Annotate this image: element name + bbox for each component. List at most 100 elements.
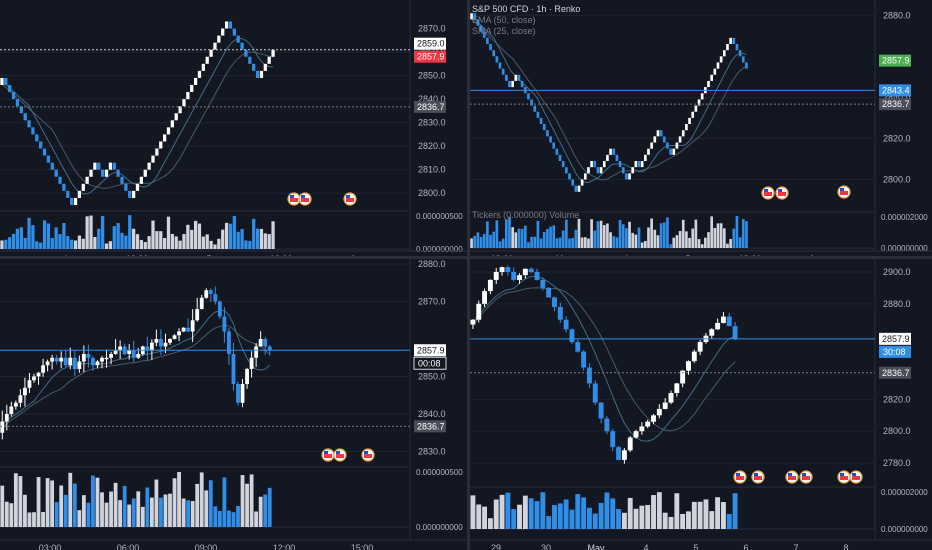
candle[interactable] — [68, 357, 73, 366]
candle[interactable] — [476, 303, 482, 320]
candle[interactable] — [249, 357, 254, 369]
candle[interactable] — [159, 339, 163, 347]
renko-brick[interactable] — [662, 136, 666, 143]
renko-brick[interactable] — [93, 162, 97, 170]
renko-brick[interactable] — [729, 37, 732, 44]
candle[interactable] — [546, 287, 552, 298]
renko-brick[interactable] — [224, 21, 229, 29]
renko-brick[interactable] — [147, 162, 151, 170]
renko-brick[interactable] — [97, 162, 101, 170]
renko-brick[interactable] — [232, 28, 236, 36]
renko-brick[interactable] — [697, 99, 701, 106]
renko-brick[interactable] — [159, 141, 163, 149]
renko-brick[interactable] — [713, 68, 717, 75]
candle[interactable] — [534, 271, 540, 280]
candle[interactable] — [136, 354, 141, 358]
candle[interactable] — [227, 331, 231, 355]
renko-brick[interactable] — [476, 19, 480, 26]
renko-brick[interactable] — [101, 169, 105, 177]
renko-brick[interactable] — [691, 111, 695, 118]
candle[interactable] — [645, 421, 651, 427]
renko-brick[interactable] — [498, 62, 502, 69]
candle[interactable] — [118, 346, 123, 351]
renko-brick[interactable] — [508, 80, 511, 88]
renko-brick[interactable] — [263, 63, 267, 71]
candle[interactable] — [656, 408, 662, 416]
chart-pane-top-right[interactable]: 2880.0 2840.0 2820.0 2800.0 0.000002000 0.000… — [470, 0, 932, 256]
candle[interactable] — [222, 316, 227, 332]
renko-brick[interactable] — [688, 117, 691, 125]
renko-brick[interactable] — [70, 197, 74, 205]
candle[interactable] — [267, 346, 272, 351]
sma-legend[interactable]: SMA (25, close) — [472, 26, 536, 36]
renko-brick[interactable] — [54, 169, 58, 177]
candle[interactable] — [732, 326, 738, 339]
renko-brick[interactable] — [568, 173, 571, 180]
candle[interactable] — [172, 335, 177, 339]
chart-pane-bottom-right[interactable]: 2900.0 2880.0 2820.0 2800.0 2780.0 0.00000200… — [470, 259, 932, 550]
renko-brick[interactable] — [11, 92, 16, 100]
candle[interactable] — [177, 331, 181, 336]
candlestick-chart[interactable]: 2900.0 2880.0 2820.0 2800.0 2780.0 0.00000200… — [470, 259, 932, 550]
candle[interactable] — [604, 418, 610, 432]
renko-brick[interactable] — [719, 56, 723, 63]
renko-brick[interactable] — [615, 154, 619, 161]
candle[interactable] — [50, 357, 55, 362]
candle[interactable] — [208, 290, 213, 294]
renko-brick[interactable] — [634, 161, 638, 168]
pane-divider-horizontal[interactable] — [0, 256, 932, 259]
renko-brick[interactable] — [716, 62, 720, 69]
renko-brick[interactable] — [27, 120, 31, 128]
renko-brick[interactable] — [501, 68, 505, 75]
renko-brick[interactable] — [694, 105, 698, 112]
candle[interactable] — [41, 365, 45, 373]
candle[interactable] — [199, 297, 204, 309]
candle[interactable] — [18, 395, 23, 403]
candle[interactable] — [163, 342, 168, 347]
symbol-legend[interactable]: S&P 500 CFD · 1h · Renko — [472, 4, 581, 14]
candle[interactable] — [691, 351, 697, 362]
renko-brick[interactable] — [517, 74, 521, 81]
renko-brick[interactable] — [555, 148, 559, 155]
renko-brick[interactable] — [197, 70, 202, 78]
renko-brick[interactable] — [89, 169, 93, 177]
renko-brick[interactable] — [558, 154, 562, 161]
renko-brick[interactable] — [520, 80, 524, 88]
renko-brick[interactable] — [580, 179, 584, 186]
renko-brick[interactable] — [659, 130, 663, 137]
renko-brick[interactable] — [267, 56, 271, 64]
renko-brick[interactable] — [606, 154, 609, 161]
renko-brick[interactable] — [637, 161, 641, 168]
renko-brick[interactable] — [527, 93, 530, 100]
renko-brick[interactable] — [244, 49, 248, 57]
renko-brick[interactable] — [66, 190, 70, 198]
candle[interactable] — [470, 319, 476, 325]
chart-pane-bottom-left[interactable]: 2880.0 2870.0 2850.0 2840.0 2830.0 0.00000050… — [0, 259, 467, 550]
candle[interactable] — [586, 367, 592, 384]
pane-divider-vertical[interactable] — [467, 0, 470, 550]
renko-brick[interactable] — [15, 99, 20, 107]
candle[interactable] — [86, 354, 91, 358]
candle[interactable] — [616, 447, 622, 460]
renko-brick[interactable] — [155, 148, 159, 156]
renko-brick[interactable] — [62, 183, 66, 191]
renko-brick[interactable] — [205, 56, 209, 64]
candle[interactable] — [154, 339, 159, 343]
renko-chart[interactable]: 2860.02850.02840.02830.02820.02810.02800… — [0, 0, 467, 256]
candle[interactable] — [77, 361, 82, 370]
renko-brick[interactable] — [0, 77, 4, 85]
candle[interactable] — [482, 291, 488, 304]
renko-brick[interactable] — [536, 111, 540, 118]
renko-brick[interactable] — [561, 161, 565, 168]
renko-brick[interactable] — [46, 155, 51, 163]
renko-brick[interactable] — [732, 37, 736, 44]
renko-brick[interactable] — [640, 161, 644, 168]
candle[interactable] — [557, 307, 563, 320]
renko-brick[interactable] — [186, 92, 190, 100]
candle[interactable] — [627, 437, 633, 451]
renko-brick[interactable] — [650, 142, 653, 149]
candle[interactable] — [186, 327, 191, 332]
renko-brick[interactable] — [602, 161, 606, 168]
renko-brick[interactable] — [201, 63, 205, 71]
volume-legend[interactable]: Tickers (0.000000) Volume — [472, 210, 580, 220]
